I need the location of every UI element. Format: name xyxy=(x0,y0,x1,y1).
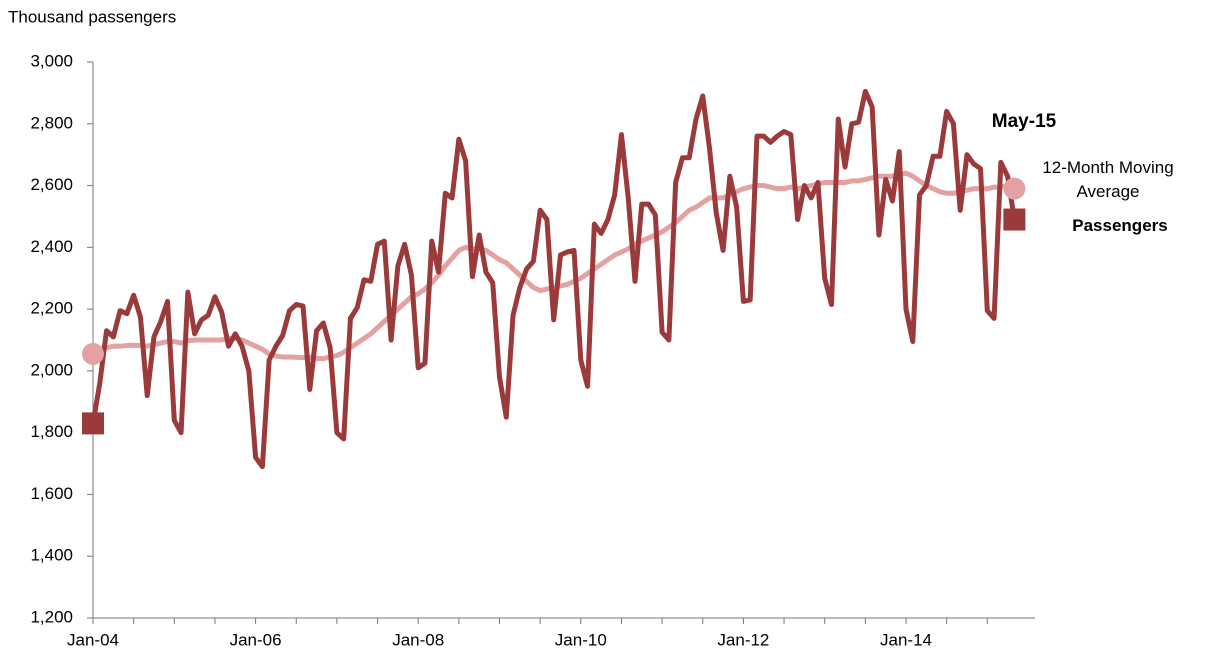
y-tick-label: 1,800 xyxy=(30,422,73,441)
x-tick-label: Jan-12 xyxy=(717,630,769,649)
end-marker xyxy=(82,412,104,435)
end-marker xyxy=(1003,177,1026,200)
y-tick-label: 2,400 xyxy=(30,237,73,256)
end-marker xyxy=(1003,208,1026,231)
annotation: May-15 xyxy=(992,111,1057,132)
x-tick-label: Jan-04 xyxy=(67,630,119,649)
y-tick-label: 1,600 xyxy=(30,484,73,503)
y-tick-label: 2,800 xyxy=(30,113,73,132)
y-axis-title: Thousand passengers xyxy=(8,7,176,26)
x-tick-label: Jan-14 xyxy=(880,630,932,649)
series-line xyxy=(90,88,1017,470)
x-tick-label: Jan-08 xyxy=(392,630,444,649)
x-tick-label: Jan-06 xyxy=(230,630,282,649)
y-tick-label: 2,200 xyxy=(30,299,73,318)
y-tick-label: 3,000 xyxy=(30,51,73,70)
y-tick-label: 1,200 xyxy=(30,607,73,626)
legend-passengers: Passengers xyxy=(1072,216,1168,235)
x-tick-label: Jan-10 xyxy=(555,630,607,649)
end-marker xyxy=(82,342,104,365)
y-tick-label: 1,400 xyxy=(30,546,73,565)
legend-ma: 12-Month Moving Average xyxy=(1042,158,1174,201)
y-tick-label: 2,000 xyxy=(30,360,73,379)
y-tick-label: 2,600 xyxy=(30,175,73,194)
